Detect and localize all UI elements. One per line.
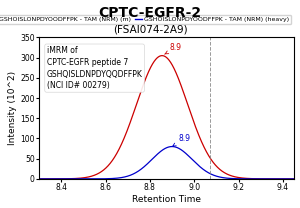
Text: (FSAI074-2A9): (FSAI074-2A9): [113, 25, 187, 35]
Y-axis label: Intensity (10^2): Intensity (10^2): [8, 71, 17, 145]
Text: iMRM of
CPTC-EGFR peptide 7
GSHQISLDNPDYQQDFFPK
(NCI ID# 00279): iMRM of CPTC-EGFR peptide 7 GSHQISLDNPDY…: [47, 46, 142, 90]
Text: 8.9: 8.9: [165, 43, 182, 54]
Text: 8.9: 8.9: [173, 134, 191, 146]
Text: CPTC-EGFR-2: CPTC-EGFR-2: [98, 6, 202, 20]
X-axis label: Retention Time: Retention Time: [132, 195, 201, 204]
Legend: GSHOISLONPDYOODFFPK - TAM (NRM) (m), GSHOISLONPDYOODFFPK - TAM (NRM) (heavy): GSHOISLONPDYOODFFPK - TAM (NRM) (m), GSH…: [0, 15, 291, 24]
